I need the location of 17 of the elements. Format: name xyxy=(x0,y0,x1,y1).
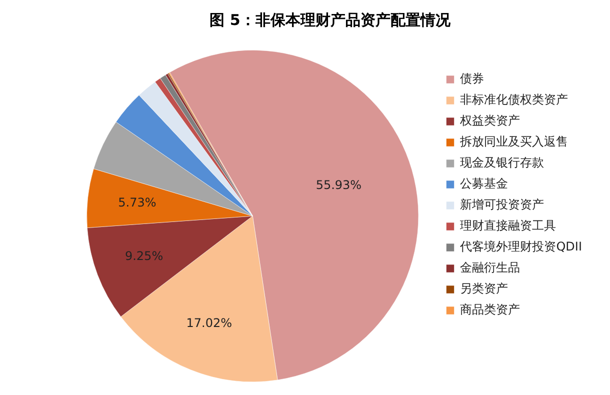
data-label: 5.73% xyxy=(118,196,156,210)
legend-label: 公募基金 xyxy=(460,176,508,191)
data-label: 55.93% xyxy=(316,178,362,192)
legend-label: 拆放同业及买入返售 xyxy=(459,134,568,149)
data-label: 17.02% xyxy=(186,316,232,330)
legend-label: 代客境外理财投资QDII xyxy=(459,240,582,254)
legend-label: 非标准化债权类资产 xyxy=(460,92,568,107)
legend-label: 理财直接融资工具 xyxy=(460,218,556,233)
legend-label: 债券 xyxy=(460,72,484,86)
legend-label: 另类资产 xyxy=(460,282,508,296)
legend-label: 新增可投资资产 xyxy=(460,198,544,212)
data-label: 9.25% xyxy=(124,249,164,264)
legend-label: 现金及银行存款 xyxy=(460,156,544,170)
legend-label: 权益类资产 xyxy=(459,114,520,128)
chart-title: 图 5：非保本理财产品资产配置情况 xyxy=(210,10,452,29)
legend-label: 商品类资产 xyxy=(460,302,520,317)
legend-label: 金融衍生品 xyxy=(460,260,520,275)
